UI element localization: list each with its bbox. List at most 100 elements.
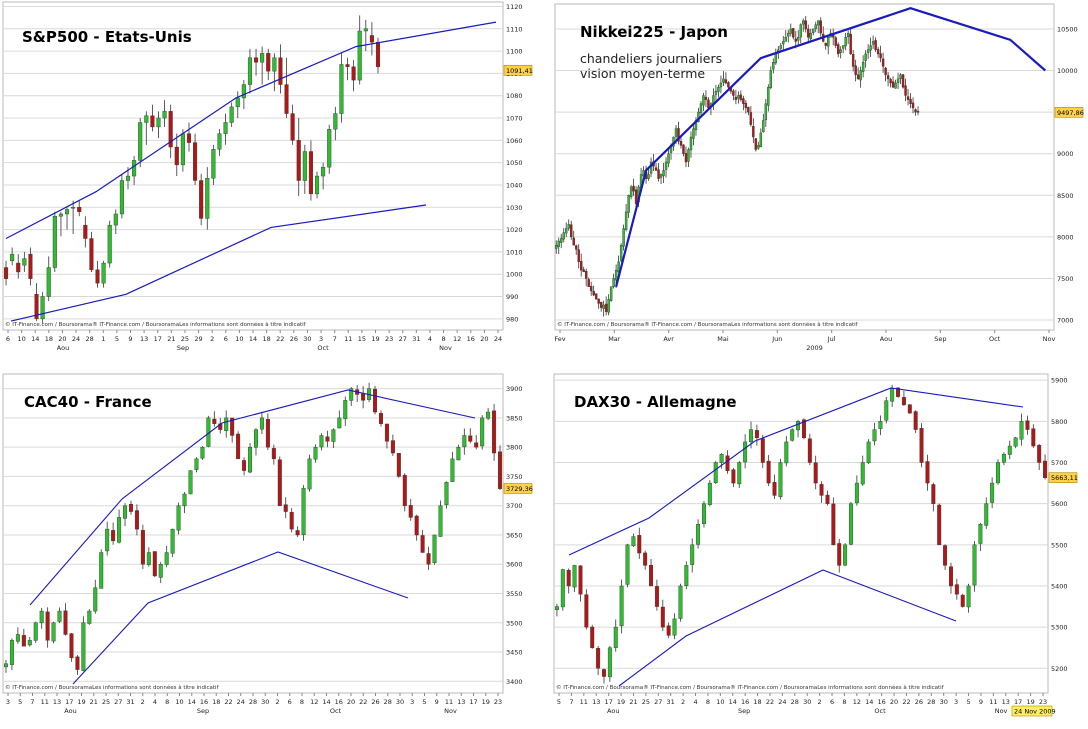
candle-body [597,298,600,304]
x-tick-label: 28 [86,335,94,343]
x-tick-label: 2 [681,698,685,706]
candle-body [696,524,701,545]
candle-body [584,271,588,279]
y-tick-label: 1100 [506,48,523,56]
x-tick-label: 18 [45,335,53,343]
candle-body [657,169,660,179]
candle-body [438,505,443,537]
x-tick-label: 14 [31,335,39,343]
y-tick-label: 3650 [506,531,523,539]
candle-body [752,125,755,138]
y-tick-label: 5600 [1051,500,1068,508]
candle-body [904,85,907,96]
x-tick-label: 30 [940,698,948,706]
candle-body [10,253,15,262]
candle-body [943,545,948,566]
candle-body [713,462,718,483]
candle-body [75,656,80,670]
candle-body [101,262,106,284]
candle-body [647,174,650,179]
candle-body [462,435,467,448]
candle-body [631,536,636,547]
last-value-label: 3729,36 [506,485,533,493]
candle-body [572,237,575,246]
candle-body [582,269,585,272]
candle-body [684,565,689,587]
candle-body [834,37,837,46]
candle-body [87,610,92,624]
plot-area [554,3,1055,331]
candle-body [199,180,204,219]
candle-body [162,111,167,119]
x-tick-label: 2 [275,698,279,706]
candle-body [111,530,116,542]
candle-body [69,633,74,659]
candle-body [64,209,70,215]
candle-body [113,213,118,226]
y-tick-label: 1050 [506,159,523,167]
candle-body [654,167,658,171]
y-tick-label: 3400 [506,678,523,686]
candle-body [480,417,485,447]
x-tick-label: 7 [569,698,573,706]
candle-body [796,421,801,431]
x-tick-label: 21 [90,698,98,706]
credit-text: © IT-Finance.com / BoursoramaLes informa… [5,684,220,691]
x-tick-label: 18 [262,335,270,343]
candle-body [99,552,104,589]
y-tick-label: 5800 [1051,418,1068,426]
candle-body [468,435,473,442]
candle-body [754,430,759,438]
candle-body [150,115,155,128]
x-tick-label: 8 [706,698,710,706]
candle-body [701,503,706,525]
candle-body [949,566,953,587]
x-tick-label: 8 [441,335,445,343]
candle-body [702,95,705,106]
candle-body [296,140,301,181]
candle-body [93,587,98,612]
x-year-label: 2009 [806,344,823,352]
candle-body [565,228,568,234]
candle-body [570,224,573,238]
candle-body [132,160,137,177]
candle-body [182,493,187,507]
candle-body [212,418,217,424]
candle-body [1043,460,1048,478]
y-tick-label: 1110 [506,25,523,33]
candle-body [52,216,57,268]
candle-body [913,411,918,430]
candle-body [954,584,959,595]
candle-body [854,482,859,504]
x-tick-label: 4 [428,335,432,343]
x-tick-label: 9 [128,335,132,343]
x-tick-label: 20 [480,335,488,343]
x-tick-label: 28 [249,698,257,706]
trendline [10,204,427,322]
candle-body [872,429,877,442]
x-tick-label: 3 [319,335,323,343]
candle-body [813,462,818,484]
y-tick-label: 3900 [506,385,523,393]
x-tick-label: 26 [915,698,923,706]
candle-body [260,53,265,63]
candle-body [809,32,812,39]
candle-body [754,138,758,150]
last-value-box [503,64,533,76]
candle-body [725,455,730,471]
x-tick-label: 1 [101,335,105,343]
candle-body [790,429,795,441]
x-tick-label: 5 [115,335,119,343]
candle-body [357,30,362,81]
x-tick-label: 24 [494,335,502,343]
candle-body [272,57,277,72]
candle-body [592,291,595,296]
x-tick-label: 31 [412,335,420,343]
y-tick-label: 1040 [506,181,523,189]
candle-body [28,253,33,279]
candle-body [632,185,635,192]
y-tick-label: 3450 [506,649,523,657]
candle-body [140,530,145,565]
candle-body [825,494,830,504]
candle-body [757,145,760,149]
